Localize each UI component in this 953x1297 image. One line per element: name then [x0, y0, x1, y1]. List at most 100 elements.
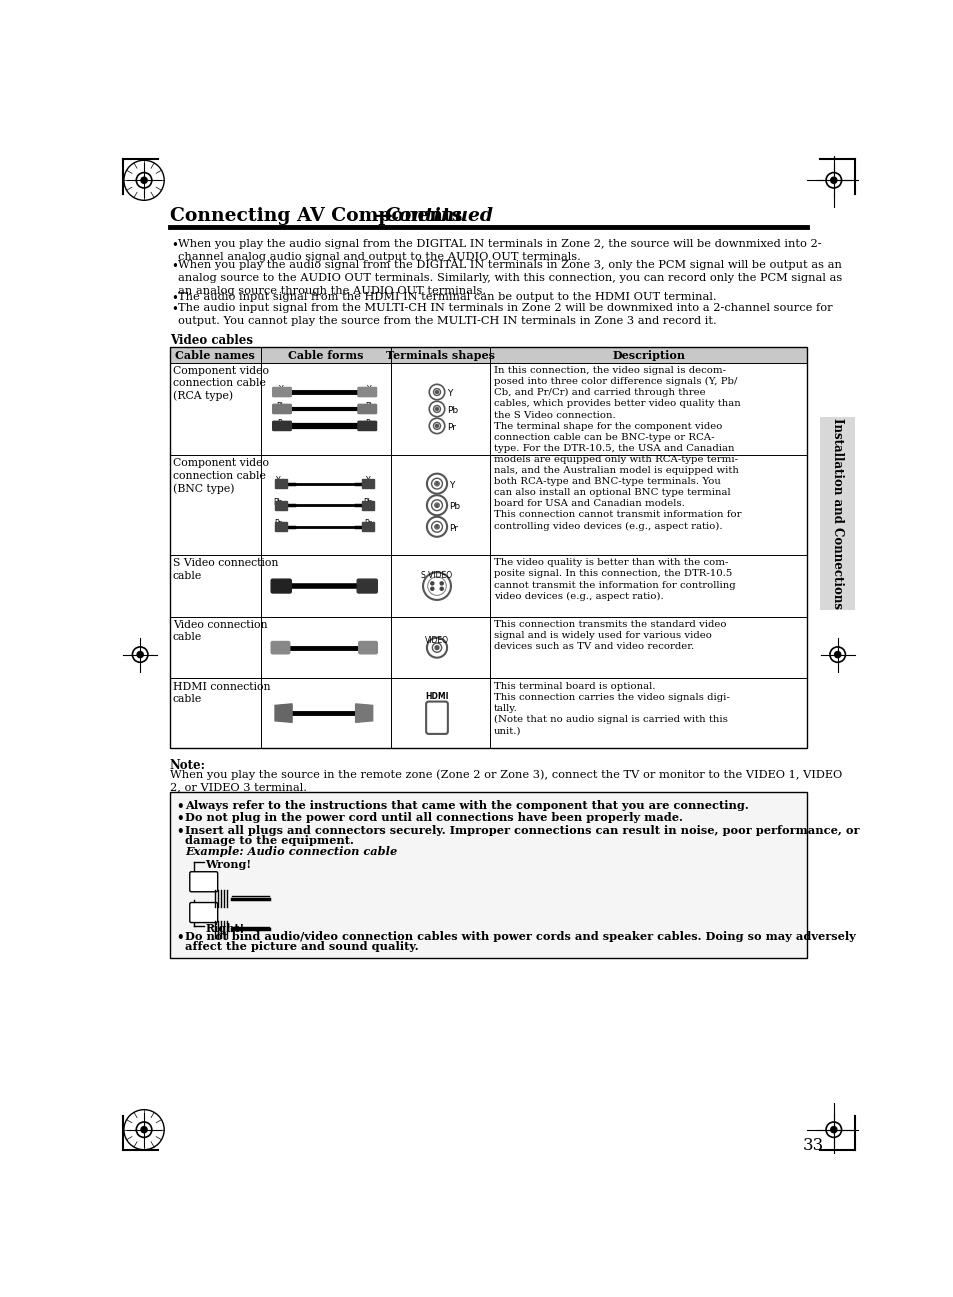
- Bar: [361, 523, 374, 532]
- Circle shape: [435, 407, 438, 411]
- Circle shape: [435, 646, 438, 650]
- FancyBboxPatch shape: [273, 405, 291, 414]
- Text: S VIDEO: S VIDEO: [421, 571, 452, 580]
- Text: Component video
connection cable
(RCA type): Component video connection cable (RCA ty…: [172, 366, 269, 401]
- FancyBboxPatch shape: [273, 422, 291, 431]
- Text: Description: Description: [612, 350, 685, 361]
- Text: Example: Audio connection cable: Example: Audio connection cable: [185, 846, 397, 856]
- Text: damage to the equipment.: damage to the equipment.: [185, 835, 354, 846]
- Text: Right!: Right!: [205, 922, 244, 934]
- Circle shape: [141, 1127, 147, 1132]
- Text: •: •: [175, 812, 183, 825]
- Text: Continued: Continued: [385, 208, 494, 224]
- Bar: [261, 348, 391, 363]
- Bar: [361, 479, 374, 488]
- Bar: [274, 479, 287, 488]
- Circle shape: [830, 178, 836, 183]
- Text: —: —: [374, 208, 393, 224]
- Circle shape: [834, 651, 840, 658]
- Bar: [170, 348, 806, 748]
- Polygon shape: [274, 704, 292, 722]
- FancyBboxPatch shape: [357, 422, 376, 431]
- Text: Pr: Pr: [364, 519, 372, 528]
- Bar: [490, 348, 806, 363]
- Text: Do not bind audio/video connection cables with power cords and speaker cables. D: Do not bind audio/video connection cable…: [185, 931, 855, 942]
- Text: Wrong!: Wrong!: [205, 859, 252, 870]
- Text: •: •: [171, 239, 178, 252]
- Text: •: •: [171, 261, 178, 274]
- Bar: [170, 348, 261, 363]
- Circle shape: [436, 482, 437, 485]
- Bar: [361, 501, 374, 510]
- Text: Installation and Connections: Installation and Connections: [830, 418, 843, 610]
- Text: When you play the audio signal from the DIGITAL IN terminals in Zone 3, only the: When you play the audio signal from the …: [178, 261, 841, 296]
- Bar: [391, 348, 490, 363]
- Bar: [274, 501, 287, 510]
- Circle shape: [435, 390, 438, 393]
- Text: •: •: [171, 292, 178, 305]
- Circle shape: [431, 588, 434, 590]
- Text: This terminal board is optional.
This connection carries the video signals digi-: This terminal board is optional. This co…: [493, 681, 728, 735]
- FancyBboxPatch shape: [271, 642, 290, 654]
- Circle shape: [830, 1127, 836, 1132]
- Text: Connecting AV Components: Connecting AV Components: [170, 208, 461, 224]
- Text: Y: Y: [278, 385, 283, 394]
- Text: 33: 33: [802, 1137, 823, 1154]
- Text: Pb: Pb: [364, 402, 374, 411]
- Text: Cable names: Cable names: [175, 350, 255, 361]
- Circle shape: [431, 582, 434, 585]
- FancyBboxPatch shape: [190, 903, 217, 922]
- Text: Pr: Pr: [365, 419, 373, 428]
- FancyBboxPatch shape: [358, 642, 377, 654]
- FancyBboxPatch shape: [357, 405, 376, 414]
- Text: •: •: [171, 303, 178, 316]
- Text: Y: Y: [275, 476, 280, 485]
- Text: Video connection
cable: Video connection cable: [172, 620, 267, 642]
- Text: In this connection, the video signal is decom-
posed into three color difference: In this connection, the video signal is …: [493, 366, 740, 530]
- Text: The audio input signal from the HDMI IN terminal can be output to the HDMI OUT t: The audio input signal from the HDMI IN …: [178, 292, 716, 301]
- Circle shape: [137, 651, 143, 658]
- Circle shape: [436, 525, 437, 528]
- Text: Cable forms: Cable forms: [288, 350, 363, 361]
- Text: Pb: Pb: [276, 402, 286, 411]
- Text: Y: Y: [449, 481, 455, 490]
- FancyBboxPatch shape: [357, 388, 376, 397]
- Text: Pr: Pr: [277, 419, 285, 428]
- Text: Y: Y: [367, 385, 372, 394]
- Text: This connection transmits the standard video
signal and is widely used for vario: This connection transmits the standard v…: [493, 620, 725, 651]
- FancyBboxPatch shape: [190, 872, 217, 892]
- Circle shape: [439, 588, 443, 590]
- Text: Video cables: Video cables: [170, 335, 253, 348]
- Circle shape: [436, 505, 437, 506]
- Bar: [819, 418, 855, 610]
- Text: Pr: Pr: [449, 524, 458, 533]
- Text: S Video connection
cable: S Video connection cable: [172, 558, 278, 581]
- Text: Pb: Pb: [447, 406, 457, 415]
- Text: Terminals shapes: Terminals shapes: [386, 350, 495, 361]
- Text: HDMI: HDMI: [425, 693, 448, 702]
- Text: Pb: Pb: [274, 498, 283, 507]
- Text: •: •: [175, 800, 183, 813]
- Text: affect the picture and sound quality.: affect the picture and sound quality.: [185, 942, 418, 952]
- Text: The audio input signal from the MULTI-CH IN terminals in Zone 2 will be downmixe: The audio input signal from the MULTI-CH…: [178, 303, 832, 327]
- Text: Insert all plugs and connectors securely. Improper connections can result in noi: Insert all plugs and connectors securely…: [185, 825, 859, 835]
- FancyBboxPatch shape: [271, 580, 291, 593]
- Text: Pb: Pb: [363, 498, 373, 507]
- Text: •: •: [175, 825, 183, 838]
- Text: Note:: Note:: [170, 759, 206, 772]
- Circle shape: [141, 178, 147, 183]
- Text: Pb: Pb: [449, 502, 460, 511]
- Text: When you play the audio signal from the DIGITAL IN terminals in Zone 2, the sour: When you play the audio signal from the …: [178, 239, 821, 262]
- Text: •: •: [175, 931, 183, 944]
- Text: Pr: Pr: [447, 423, 456, 432]
- Text: HDMI connection
cable: HDMI connection cable: [172, 681, 270, 704]
- Bar: [170, 792, 806, 958]
- FancyBboxPatch shape: [356, 580, 377, 593]
- Text: Always refer to the instructions that came with the component that you are conne: Always refer to the instructions that ca…: [185, 800, 748, 811]
- Text: When you play the source in the remote zone (Zone 2 or Zone 3), connect the TV o: When you play the source in the remote z…: [170, 769, 841, 792]
- Text: Y: Y: [365, 476, 370, 485]
- Circle shape: [435, 424, 438, 428]
- Text: Pr: Pr: [274, 519, 282, 528]
- Text: Y: Y: [447, 389, 452, 398]
- Bar: [274, 523, 287, 532]
